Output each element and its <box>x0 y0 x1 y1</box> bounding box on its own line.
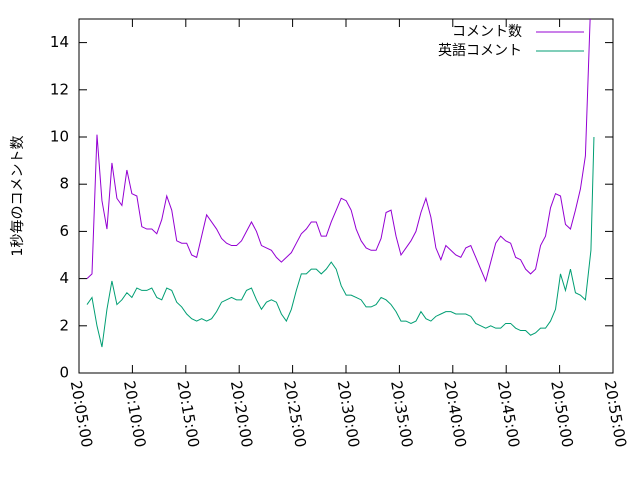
y-tick-label: 4 <box>59 269 69 287</box>
x-tick-label: 20:25:00 <box>280 379 309 448</box>
x-tick-label: 20:50:00 <box>547 379 576 448</box>
y-tick-label: 2 <box>59 316 69 334</box>
x-tick-label: 20:05:00 <box>67 379 96 448</box>
x-tick-label: 20:35:00 <box>387 379 416 448</box>
series-line <box>86 136 595 348</box>
legend-label: コメント数 <box>452 24 522 40</box>
y-axis-label: 1秒毎のコメント数 <box>10 136 26 257</box>
x-tick-label: 20:40:00 <box>440 379 469 448</box>
x-tick-label: 20:55:00 <box>601 379 630 448</box>
x-tick-label: 20:30:00 <box>334 379 363 448</box>
y-tick-label: 10 <box>50 128 69 146</box>
y-tick-label: 12 <box>50 80 69 98</box>
series-line <box>86 19 591 283</box>
plot-area <box>86 19 595 348</box>
plot-frame <box>78 18 614 374</box>
y-tick-label: 8 <box>59 175 69 193</box>
x-tick-label: 20:10:00 <box>120 379 149 448</box>
y-tick-label: 6 <box>59 222 69 240</box>
y-tick-label: 0 <box>59 364 69 382</box>
x-tick-label: 20:45:00 <box>494 379 523 448</box>
y-tick-label: 14 <box>50 33 69 51</box>
legend-label: 英語コメント <box>438 42 522 59</box>
x-tick-label: 20:15:00 <box>173 379 202 448</box>
x-tick-label: 20:20:00 <box>227 379 256 448</box>
